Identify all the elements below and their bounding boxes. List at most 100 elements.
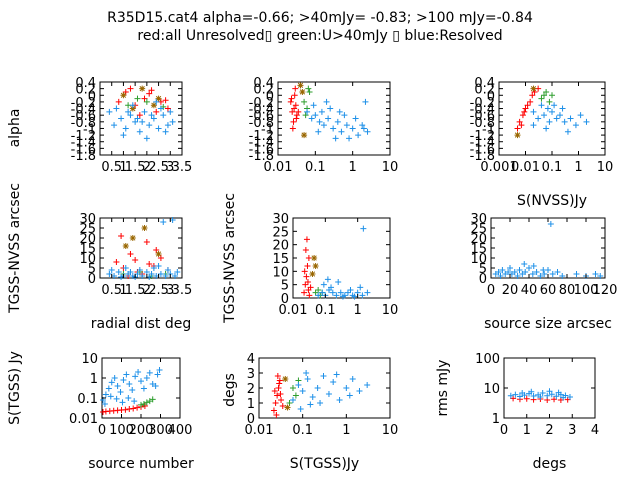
y-tick-label: 0 <box>88 272 96 287</box>
data-point-olive <box>312 263 319 269</box>
data-point-blue <box>364 289 371 296</box>
data-point-blue <box>346 392 353 399</box>
data-point-red <box>274 373 281 379</box>
data-point-green <box>134 95 141 102</box>
data-point-green <box>546 98 553 105</box>
data-point-blue <box>540 267 547 273</box>
y-tick-label: -0.6 <box>249 109 274 124</box>
data-point-blue <box>309 394 316 400</box>
data-point-olive <box>155 95 162 102</box>
data-point-blue <box>136 128 143 135</box>
y-tick-label: 0 <box>487 89 495 104</box>
data-point-blue <box>115 269 122 275</box>
x-tick-label: 0 <box>98 423 106 438</box>
y-tick-label: -1.8 <box>249 149 274 164</box>
data-point-blue <box>122 125 129 132</box>
x-tick-label: 1 <box>523 423 531 438</box>
data-point-blue <box>330 125 337 132</box>
data-point-red <box>274 392 281 399</box>
data-point-olive <box>514 132 521 139</box>
data-point-red <box>115 98 122 105</box>
data-point-blue <box>304 108 311 115</box>
data-point-red <box>270 407 277 414</box>
data-point-blue <box>113 395 120 402</box>
data-point-blue <box>323 98 330 105</box>
data-point-blue <box>164 267 171 273</box>
data-point-blue <box>516 267 523 273</box>
x-tick-label: 10 <box>382 423 399 438</box>
y-tick-label: 1 <box>247 397 255 412</box>
y-tick-label: 0.4 <box>474 76 495 91</box>
data-point-blue <box>335 279 342 285</box>
data-point-blue <box>349 376 356 382</box>
data-point-blue <box>303 370 310 376</box>
y-tick-label: 4 <box>247 352 255 367</box>
data-point-blue <box>514 273 521 279</box>
data-point-blue <box>325 115 332 122</box>
data-point-blue <box>547 221 554 227</box>
data-point-blue <box>122 265 129 271</box>
data-point-red <box>291 105 298 112</box>
data-point-blue <box>583 118 590 125</box>
data-point-blue <box>143 375 150 381</box>
data-point-blue <box>530 122 537 129</box>
data-point-blue <box>315 292 322 299</box>
x-tick-label: 40 <box>521 283 538 298</box>
plot-frame <box>277 81 391 156</box>
data-point-blue <box>327 105 334 112</box>
data-point-blue <box>357 284 364 291</box>
y-tick-label: -1.6 <box>71 142 96 157</box>
data-point-blue <box>512 391 519 398</box>
data-point-blue <box>318 108 325 115</box>
x-tick-label: 80 <box>559 283 576 298</box>
y-tick-label: -0.4 <box>71 103 96 118</box>
data-point-blue <box>346 135 353 142</box>
y-tick-label: 100 <box>475 352 500 367</box>
data-point-blue <box>289 397 296 403</box>
data-point-olive <box>282 376 289 382</box>
y-axis-label: rms mJy <box>435 360 451 417</box>
y-tick-label: -0.6 <box>71 109 96 124</box>
data-point-blue <box>141 108 148 115</box>
data-point-green <box>549 92 555 99</box>
data-point-red <box>113 259 120 265</box>
y-tick-label: 25 <box>272 225 289 240</box>
data-point-blue <box>308 115 315 122</box>
x-tick-label: 0.1 <box>542 160 563 175</box>
data-point-blue <box>364 128 371 135</box>
x-axis-label: S(NVSS)Jy <box>517 193 587 209</box>
data-point-blue <box>139 273 146 279</box>
x-tick-label: 60 <box>540 283 557 298</box>
data-point-blue <box>316 118 323 125</box>
y-tick-label: -1.2 <box>249 129 274 144</box>
x-tick-label: 0.1 <box>292 423 313 438</box>
x-tick-label: 0.001 <box>480 160 517 175</box>
data-point-blue <box>364 382 371 388</box>
data-point-blue <box>597 273 604 279</box>
data-point-blue <box>553 393 560 400</box>
y-tick-label: 10 <box>81 352 98 367</box>
data-point-red <box>292 102 299 109</box>
data-point-red <box>290 118 297 125</box>
data-point-red <box>293 115 300 122</box>
data-point-blue <box>111 122 118 129</box>
data-point-blue <box>339 293 346 300</box>
data-point-olive <box>139 85 146 92</box>
data-point-blue <box>543 125 550 132</box>
data-point-red <box>146 261 153 267</box>
data-point-blue <box>555 389 562 396</box>
data-point-blue <box>344 289 351 296</box>
data-point-red <box>275 385 282 391</box>
data-point-blue <box>129 387 136 394</box>
data-point-red <box>302 281 309 288</box>
data-point-blue <box>359 122 366 129</box>
y-axis-label: S(TGSS) Jy <box>7 351 23 425</box>
data-point-red <box>126 406 133 413</box>
data-point-olive <box>150 102 157 109</box>
x-axis-label: S(TGSS)Jy <box>290 456 359 472</box>
data-point-blue <box>129 102 136 109</box>
data-point-blue <box>530 393 537 400</box>
y-tick-label: -1.4 <box>71 136 96 151</box>
y-tick-label: -1.8 <box>71 149 96 164</box>
